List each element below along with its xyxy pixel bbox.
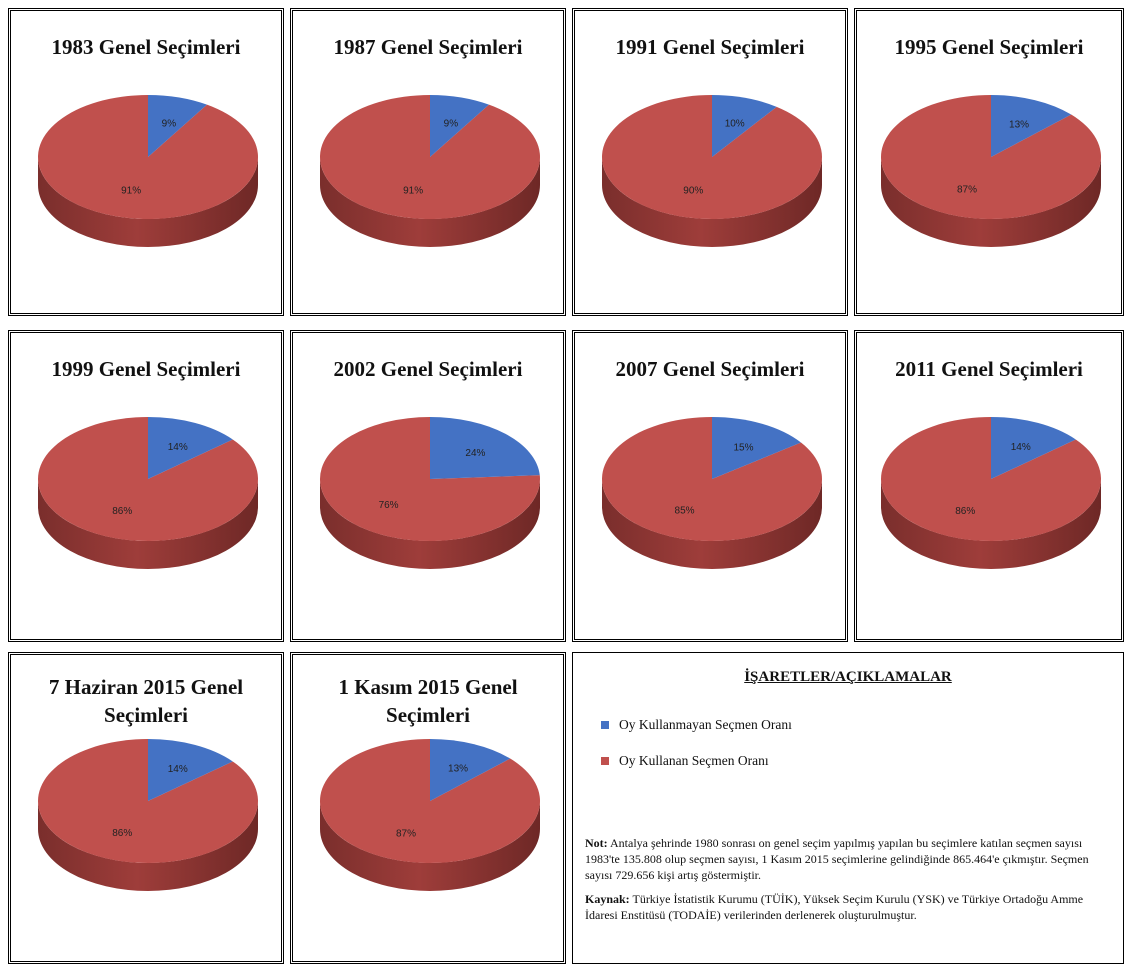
- pie-value-label-voter: 85%: [675, 505, 695, 516]
- pie-slice-non-voter: [148, 417, 233, 479]
- pie-side-wall: [38, 801, 258, 891]
- pie-value-label-voter: 91%: [403, 186, 423, 197]
- pie-slice-non-voter: [430, 739, 511, 801]
- pie-value-label-voter: 86%: [955, 506, 975, 517]
- pie-value-label-voter: 87%: [957, 184, 977, 195]
- pie-title: 1995 Genel Seçimleri: [894, 35, 1084, 59]
- pie-value-label-voter: 90%: [683, 185, 703, 196]
- pie-value-label-non-voter: 10%: [725, 119, 745, 130]
- pie-chart: 9% 91%: [37, 95, 258, 247]
- pie-slice-voter: [37, 739, 258, 863]
- pie-slice-voter: [319, 95, 540, 219]
- pie-chart: 9% 91%: [319, 95, 540, 247]
- note-paragraph: Not: Antalya şehrinde 1980 sonrası on ge…: [585, 835, 1113, 883]
- pie-title: 2002 Genel Seçimleri: [333, 357, 523, 381]
- legend-label: Oy Kullanan Seçmen Oranı: [619, 753, 769, 768]
- pie-panel-2011: 2011 Genel Seçimleri 14% 86%: [854, 330, 1124, 642]
- pie-side-wall: [320, 479, 540, 569]
- pie-panel-2015-november: 1 Kasım 2015 Genel Seçimleri 13% 87%: [290, 652, 566, 964]
- pie-chart: 13% 87%: [320, 739, 540, 891]
- pie-slice-voter: [601, 94, 822, 219]
- pie-side-wall: [38, 157, 258, 247]
- pie-title: 7 Haziran 2015 Genel Seçimleri: [48, 675, 244, 727]
- note-text: Antalya şehrinde 1980 sonrası on genel s…: [585, 836, 1089, 882]
- pie-title: 2007 Genel Seçimleri: [615, 357, 805, 381]
- pie-panel-2015-june: 7 Haziran 2015 Genel Seçimleri 14% 86%: [8, 652, 284, 964]
- pie-panel-2002: 2002 Genel Seçimleri 24% 76%: [290, 330, 566, 642]
- legend-item-non-voter: Oy Kullanmayan Seçmen Oranı: [601, 717, 792, 733]
- legend-swatch-blue: [601, 721, 609, 729]
- pie-side-wall: [320, 801, 540, 891]
- pie-panel-1999: 1999 Genel Seçimleri 14% 86%: [8, 330, 284, 642]
- legend-item-voter: Oy Kullanan Seçmen Oranı: [601, 753, 769, 769]
- pie-value-label-voter: 86%: [112, 828, 132, 839]
- pie-value-label-voter: 87%: [396, 828, 416, 839]
- pie-slice-non-voter: [991, 417, 1076, 479]
- pie-slice-non-voter: [148, 95, 207, 157]
- pie-title: 1999 Genel Seçimleri: [51, 357, 241, 381]
- pie-chart: 14% 86%: [881, 416, 1101, 569]
- pie-slice-non-voter: [430, 417, 540, 479]
- pie-chart: 24% 76%: [319, 417, 540, 569]
- source-paragraph: Kaynak: Türkiye İstatistik Kurumu (TÜİK)…: [585, 891, 1113, 923]
- pie-slice-voter: [319, 417, 540, 541]
- pie-panel-2007: 2007 Genel Seçimleri 15% 85%: [572, 330, 848, 642]
- pie-value-label-non-voter: 24%: [465, 448, 485, 459]
- pie-slice-voter: [37, 95, 258, 219]
- pie-slice-non-voter: [430, 95, 489, 157]
- pie-value-label-non-voter: 13%: [448, 764, 468, 775]
- pie-slice-non-voter: [712, 95, 777, 157]
- pie-slice-voter: [37, 417, 258, 541]
- pie-slice-non-voter: [991, 95, 1072, 157]
- source-label: Kaynak:: [585, 892, 630, 906]
- pie-title: 1 Kasım 2015 Genel Seçimleri: [338, 675, 518, 727]
- pie-side-wall: [602, 479, 822, 569]
- pie-chart: 15% 85%: [602, 417, 822, 569]
- legend-swatch-red: [601, 757, 609, 765]
- pie-side-wall: [881, 157, 1101, 247]
- pie-value-label-non-voter: 14%: [1011, 442, 1031, 453]
- pie-title: 1991 Genel Seçimleri: [615, 35, 805, 59]
- source-text: Türkiye İstatistik Kurumu (TÜİK), Yüksek…: [585, 892, 1084, 922]
- pie-slice-non-voter: [712, 417, 801, 479]
- legend-label: Oy Kullanmayan Seçmen Oranı: [619, 717, 792, 732]
- pie-side-wall: [881, 479, 1101, 569]
- legend-heading: İŞARETLER/AÇIKLAMALAR: [744, 669, 952, 685]
- legend-panel: İŞARETLER/AÇIKLAMALAR Oy Kullanmayan Seç…: [572, 652, 1124, 964]
- pie-chart: 13% 87%: [881, 95, 1101, 247]
- pie-slice-non-voter: [148, 739, 233, 801]
- pie-panel-1991: 1991 Genel Seçimleri 10% 90%: [572, 8, 848, 316]
- pie-title: 1987 Genel Seçimleri: [333, 35, 523, 59]
- pie-side-wall: [602, 157, 822, 247]
- pie-value-label-non-voter: 14%: [168, 764, 188, 775]
- pie-panel-1987: 1987 Genel Seçimleri 9% 91%: [290, 8, 566, 316]
- pie-value-label-non-voter: 9%: [444, 118, 459, 129]
- pie-value-label-voter: 86%: [112, 506, 132, 517]
- pie-panel-1995: 1995 Genel Seçimleri 13% 87%: [854, 8, 1124, 316]
- pie-side-wall: [320, 157, 540, 247]
- pie-value-label-voter: 91%: [121, 186, 141, 197]
- pie-value-label-non-voter: 9%: [162, 118, 177, 129]
- pie-chart: 10% 90%: [601, 94, 822, 247]
- pie-chart: 14% 86%: [37, 417, 258, 569]
- pie-panel-1983: 1983 Genel Seçimleri 9% 91%: [8, 8, 284, 316]
- pie-title: 2011 Genel Seçimleri: [895, 357, 1083, 381]
- note-label: Not:: [585, 836, 608, 850]
- pie-chart: 14% 86%: [37, 739, 258, 891]
- pie-value-label-voter: 76%: [379, 500, 399, 511]
- pie-title: 1983 Genel Seçimleri: [51, 35, 241, 59]
- pie-value-label-non-voter: 14%: [168, 442, 188, 453]
- pie-side-wall: [38, 479, 258, 569]
- pie-value-label-non-voter: 15%: [733, 443, 753, 454]
- pie-value-label-non-voter: 13%: [1009, 120, 1029, 131]
